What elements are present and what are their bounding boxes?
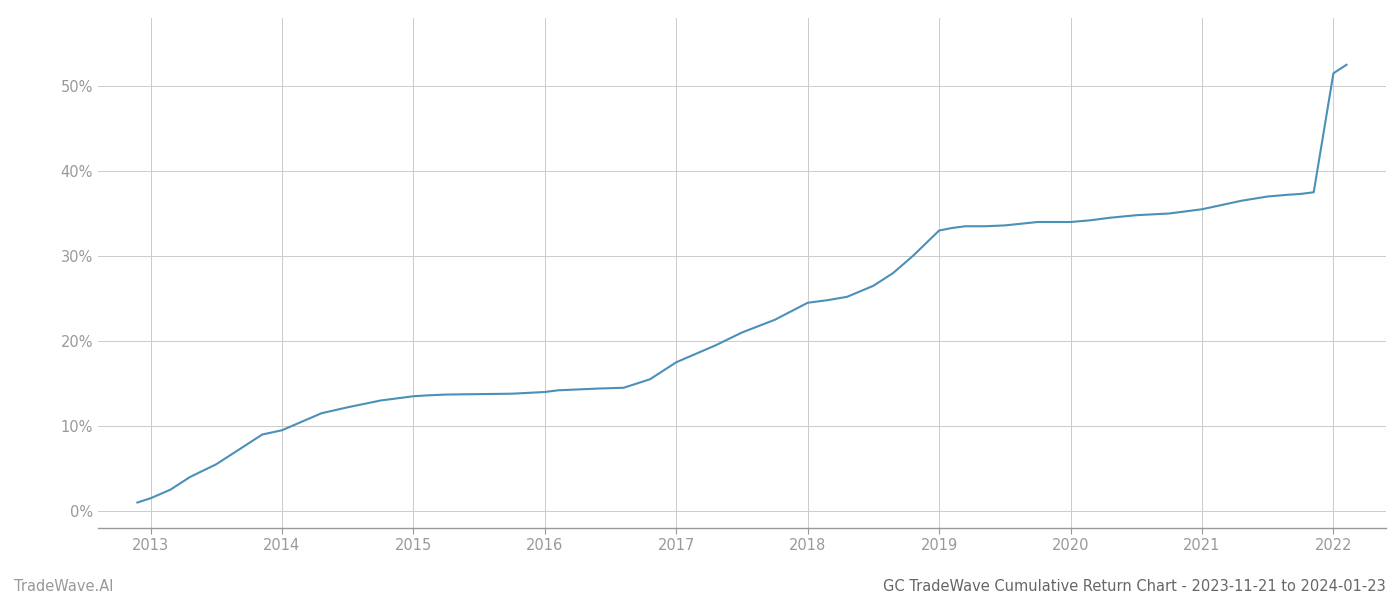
Text: GC TradeWave Cumulative Return Chart - 2023-11-21 to 2024-01-23: GC TradeWave Cumulative Return Chart - 2… [883,579,1386,594]
Text: TradeWave.AI: TradeWave.AI [14,579,113,594]
